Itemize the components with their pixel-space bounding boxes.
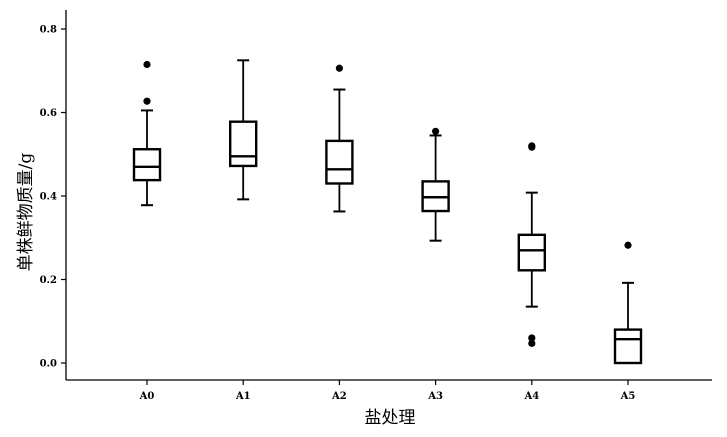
outlier-point xyxy=(528,339,536,347)
box-iqr xyxy=(132,148,162,182)
box-a3 xyxy=(421,127,450,242)
box-iqr xyxy=(325,139,354,185)
outlier-point xyxy=(624,241,632,249)
outlier-point xyxy=(143,97,151,105)
outlier-point xyxy=(432,127,440,135)
box-iqr xyxy=(613,328,643,365)
axes xyxy=(65,10,712,381)
boxes xyxy=(132,59,643,365)
y-axis-title: 单株鲜物质量/g xyxy=(16,153,36,272)
x-axis-title: 盐处理 xyxy=(365,408,416,428)
x-tick-label: A2 xyxy=(331,391,347,402)
box-iqr xyxy=(228,120,258,168)
x-tick-label: A5 xyxy=(620,391,636,402)
box-a1 xyxy=(228,59,258,201)
x-tick-label: A0 xyxy=(139,391,155,402)
outlier-point xyxy=(335,64,343,72)
y-tick-label: 0.8 xyxy=(40,25,57,36)
y-axis-ticks: 0.0 0.2 0.4 0.6 0.8 xyxy=(40,25,66,370)
y-tick-label: 0.2 xyxy=(40,275,57,286)
x-tick-label: A4 xyxy=(523,391,539,402)
y-tick-label: 0.0 xyxy=(40,359,57,370)
box-iqr xyxy=(517,233,546,272)
outlier-point xyxy=(528,143,536,151)
y-tick-label: 0.4 xyxy=(40,192,57,203)
x-tick-label: A3 xyxy=(427,391,443,402)
box-a0 xyxy=(132,60,162,207)
outlier-point xyxy=(528,334,536,342)
x-tick-label: A1 xyxy=(235,391,251,402)
box-a2 xyxy=(325,64,354,213)
box-a4 xyxy=(517,142,546,347)
outlier-point xyxy=(143,60,151,69)
box-a5 xyxy=(613,241,643,365)
x-axis-ticks: A0 A1 A2 A3 A4 A5 xyxy=(139,380,636,402)
y-tick-label: 0.6 xyxy=(40,108,57,119)
